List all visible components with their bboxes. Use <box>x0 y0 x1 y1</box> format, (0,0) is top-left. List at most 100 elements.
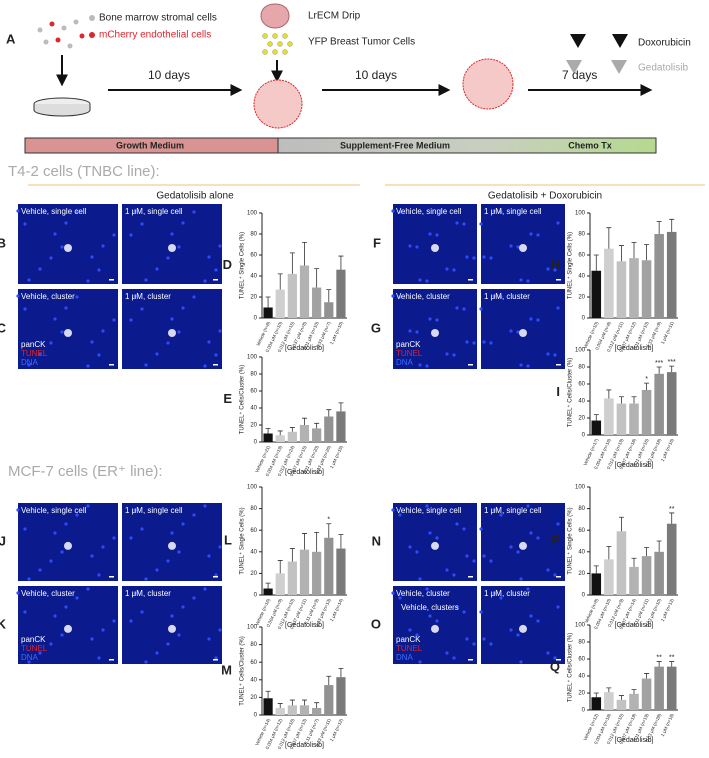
scale-bar <box>468 364 473 366</box>
error-bar <box>618 245 624 262</box>
nucleus <box>418 278 422 282</box>
nucleus <box>553 573 557 577</box>
nucleus <box>75 513 79 517</box>
bar <box>666 523 677 595</box>
x-axis-label: [Gedatolisib] <box>615 737 654 744</box>
nucleus <box>207 340 211 344</box>
nucleus <box>214 656 218 660</box>
error-bar <box>631 557 637 567</box>
nucleus <box>53 317 57 321</box>
scale-bar <box>213 364 218 366</box>
error-bar <box>314 702 320 708</box>
nucleus <box>129 536 133 540</box>
nucleus <box>398 513 402 517</box>
nucleus <box>192 596 196 600</box>
nucleus <box>112 619 116 623</box>
nucleus <box>192 513 196 517</box>
scale-bar <box>109 279 114 281</box>
cell <box>519 329 527 337</box>
stain-legend: panCK <box>396 340 421 349</box>
bar <box>312 428 322 442</box>
nucleus <box>53 232 57 236</box>
nucleus <box>181 522 185 526</box>
nucleus <box>465 637 469 641</box>
y-tick-label: 60 <box>250 528 257 534</box>
gel-sphere <box>462 58 514 110</box>
bar <box>629 566 639 595</box>
x-axis-label: [Gedatolisib] <box>615 462 654 469</box>
panel-label: Q <box>550 659 560 674</box>
nucleus <box>482 637 486 641</box>
nucleus <box>133 294 137 298</box>
significance: ** <box>669 654 675 661</box>
nucleus <box>519 660 523 664</box>
nucleus <box>536 318 540 322</box>
nucleus <box>90 637 94 641</box>
y-tick-label: 100 <box>247 355 258 361</box>
bar <box>287 273 297 318</box>
y-tick-label: 40 <box>250 274 257 280</box>
y-tick-label: 20 <box>578 691 585 697</box>
nucleus <box>207 255 211 259</box>
nucleus <box>445 651 449 655</box>
cell <box>431 244 439 252</box>
image-caption: Vehicle, single cell <box>21 506 87 515</box>
error-bar <box>606 227 612 249</box>
nucleus <box>133 591 137 595</box>
y-tick-label: 40 <box>578 549 585 555</box>
bar <box>299 265 310 318</box>
error-bar <box>314 531 320 552</box>
x-tick-label: 1 μM (n=14) <box>329 597 344 622</box>
y-tick-label: 40 <box>578 274 585 280</box>
nucleus <box>49 256 53 260</box>
y-tick-label: 20 <box>250 571 257 577</box>
nucleus <box>418 363 422 367</box>
significance: *** <box>668 359 676 366</box>
nucleus <box>140 610 144 614</box>
nucleus <box>556 522 560 526</box>
nucleus <box>144 577 148 581</box>
nucleus <box>90 340 94 344</box>
nucleus <box>465 255 469 259</box>
bar <box>654 551 664 595</box>
nucleus <box>489 559 493 563</box>
nucleus <box>398 210 402 214</box>
nucleus <box>177 633 181 637</box>
nucleus <box>129 619 133 623</box>
y-tick-label: 0 <box>254 440 258 446</box>
nucleus <box>509 628 513 632</box>
error-bar <box>326 675 332 686</box>
image-caption: 1 μM, cluster <box>125 292 171 301</box>
y-tick-label: 60 <box>578 382 585 388</box>
tumor-dots <box>262 33 293 55</box>
nucleus <box>218 628 222 632</box>
bar <box>263 307 273 318</box>
nucleus <box>101 545 105 549</box>
nucleus <box>86 279 90 283</box>
bar <box>263 433 273 442</box>
nucleus <box>140 307 144 311</box>
nucleus <box>452 656 456 660</box>
y-tick-label: 40 <box>250 677 257 683</box>
nucleus <box>526 364 530 368</box>
nucleus <box>218 244 222 248</box>
y-tick-label: 80 <box>578 640 585 646</box>
scale-bar <box>556 279 561 281</box>
legend-text: mCherry endothelial cells <box>99 30 211 41</box>
nucleus <box>546 651 550 655</box>
bar <box>336 269 346 318</box>
error-bar <box>277 560 283 574</box>
nucleus <box>462 610 466 614</box>
nucleus <box>75 210 79 214</box>
nucleus <box>472 341 476 345</box>
bar <box>604 398 614 435</box>
bar <box>336 677 346 715</box>
bar <box>629 403 639 435</box>
nucleus <box>203 587 207 591</box>
media-label: Chemo Tx <box>568 140 612 150</box>
scale-bar <box>213 576 218 578</box>
error-bar <box>338 534 344 549</box>
nucleus <box>536 536 540 540</box>
nucleus <box>499 596 503 600</box>
drug-label: Doxorubicin <box>638 38 691 49</box>
